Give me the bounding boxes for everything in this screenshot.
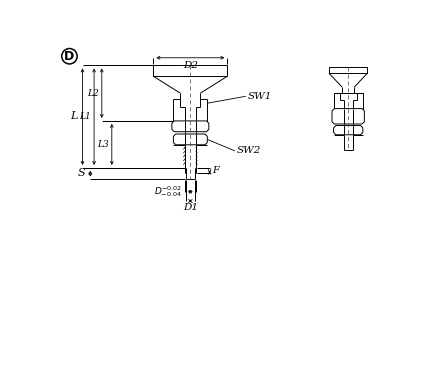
Text: S: S xyxy=(78,168,85,178)
Text: F: F xyxy=(212,166,218,175)
Text: L3: L3 xyxy=(97,139,109,149)
Polygon shape xyxy=(172,121,209,132)
Text: SW2: SW2 xyxy=(237,146,261,156)
Text: L1: L1 xyxy=(79,112,91,121)
Text: D: D xyxy=(65,50,75,63)
Polygon shape xyxy=(334,126,363,135)
Text: L2: L2 xyxy=(87,89,99,98)
Polygon shape xyxy=(153,66,227,76)
Text: SW1: SW1 xyxy=(247,92,272,101)
Polygon shape xyxy=(329,67,368,73)
Text: L: L xyxy=(71,111,78,121)
Text: D1: D1 xyxy=(183,203,198,212)
Text: $D^{-0.02}_{-0.04}$: $D^{-0.02}_{-0.04}$ xyxy=(153,184,182,199)
Text: D2: D2 xyxy=(183,61,198,70)
Polygon shape xyxy=(174,134,207,145)
Polygon shape xyxy=(332,109,364,124)
